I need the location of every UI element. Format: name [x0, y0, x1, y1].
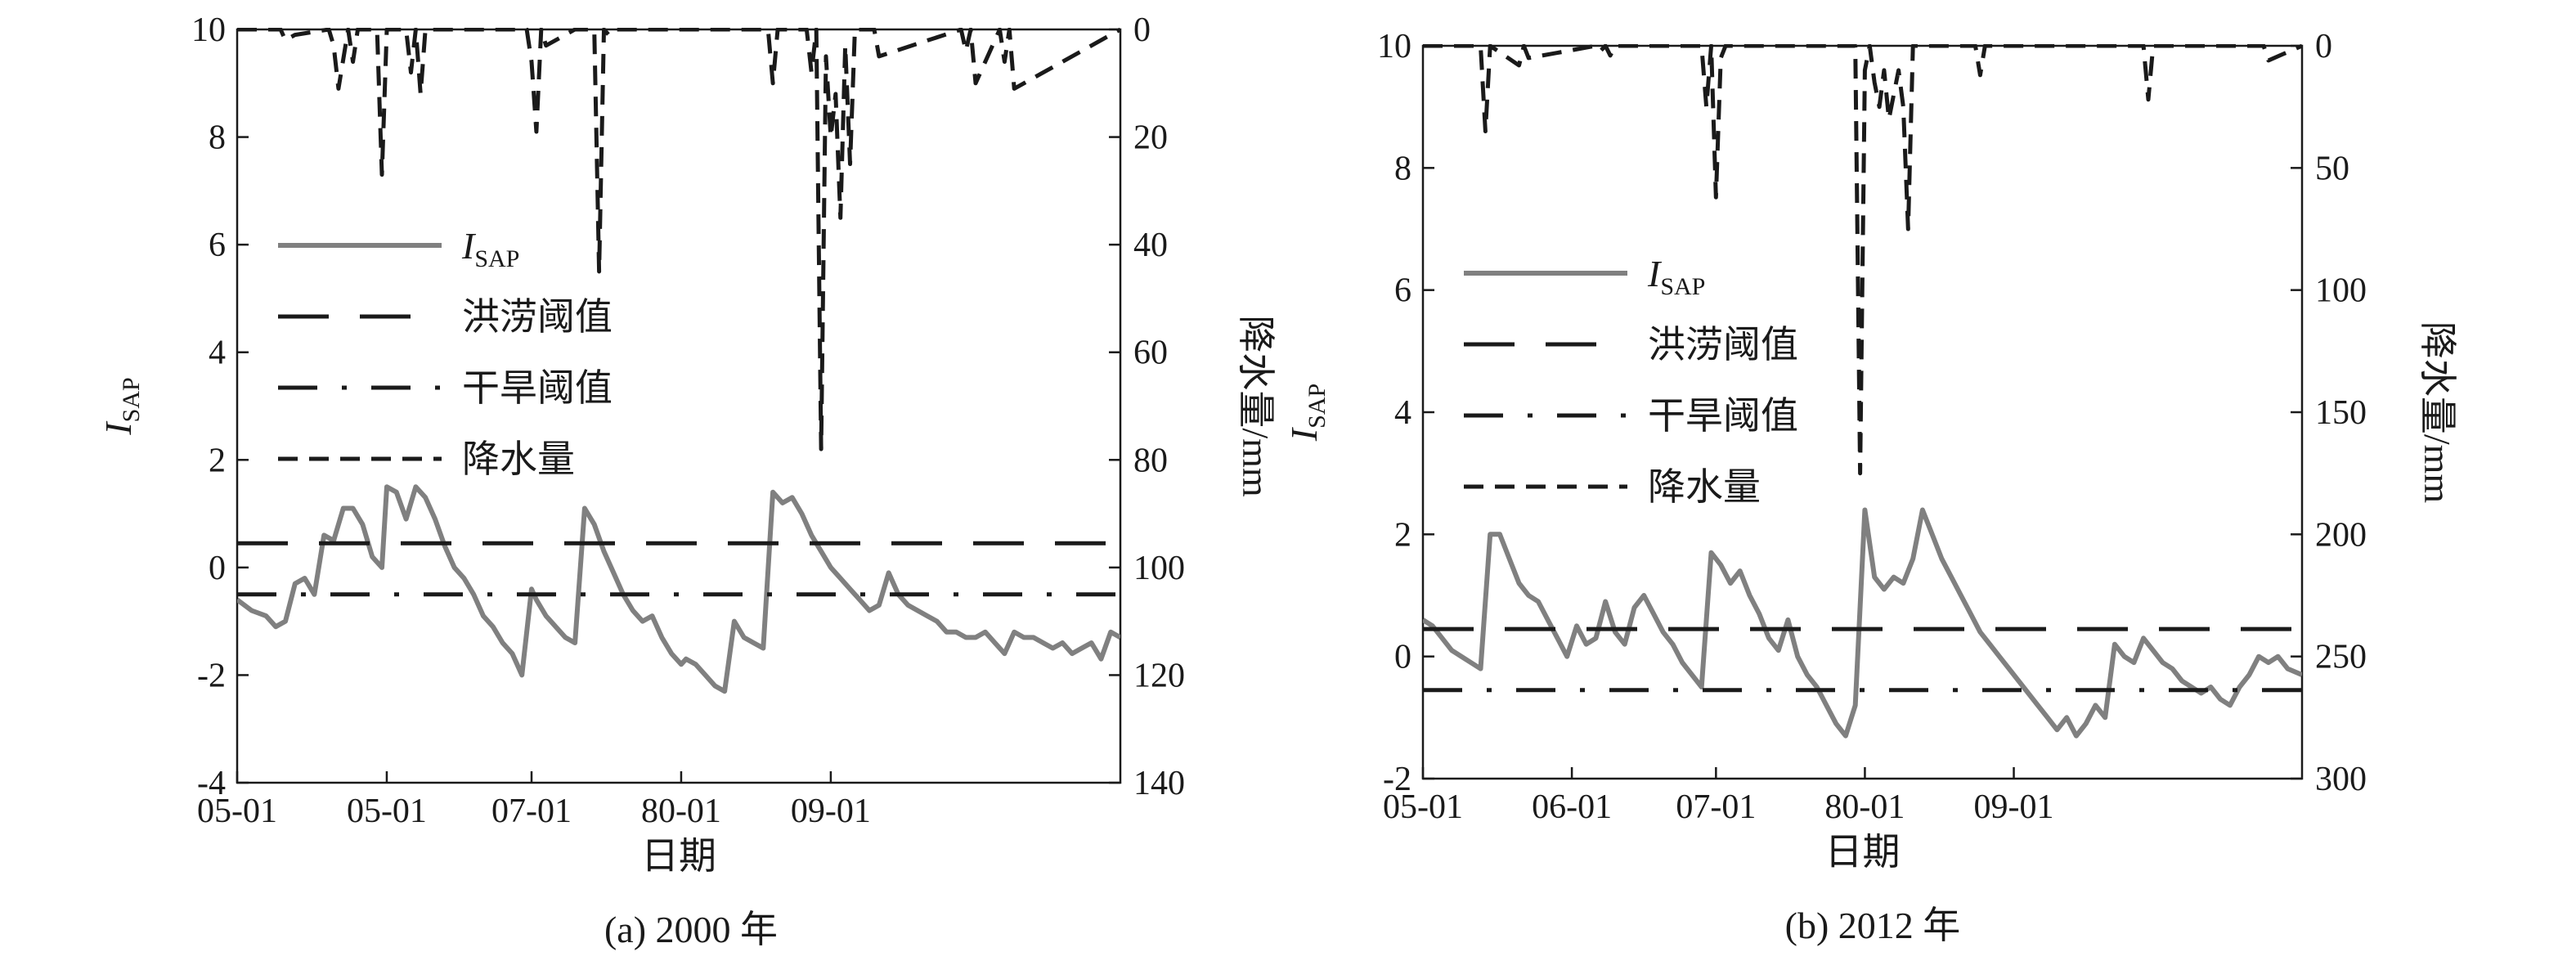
series-group — [237, 28, 1120, 694]
y2-tick-label: 0 — [1133, 11, 1151, 49]
x-tick-label: 09-01 — [791, 793, 871, 830]
legend-label-main: I — [461, 225, 477, 267]
legend-label-sub: SAP — [1660, 273, 1705, 300]
y2-tick-label: 100 — [1133, 550, 1185, 587]
y-axis-title-main: I — [1283, 426, 1325, 442]
series-group — [1423, 44, 2302, 739]
y-tick-label: 8 — [209, 119, 226, 157]
y2-axis-title: 降水量/mm — [2417, 321, 2458, 504]
y-tick-label: -2 — [1383, 761, 1411, 798]
legend-label-main: 洪涝阈值 — [462, 296, 613, 338]
legend-label: 洪涝阈值 — [1648, 324, 1798, 366]
figure-caption: (b) 2012 年 — [1785, 905, 1961, 946]
y-tick-label: 6 — [209, 227, 226, 264]
legend-label-main: 洪涝阈值 — [1648, 324, 1798, 366]
y-axis-title: ISAP — [1283, 384, 1331, 442]
x-tick-label: 05-01 — [1383, 788, 1463, 826]
plot-frame — [236, 28, 1122, 784]
y2-tick-label: 100 — [2315, 272, 2367, 310]
y-tick-label: 6 — [1394, 272, 1411, 310]
legend-label-sub: SAP — [474, 245, 519, 272]
x-tick-label: 06-01 — [1532, 788, 1612, 826]
x-tick-label: 80-01 — [641, 793, 721, 830]
y-tick-label: 0 — [1394, 639, 1411, 676]
y2-axis-title: 降水量/mm — [1235, 315, 1277, 497]
y2-tick-label: 250 — [2315, 639, 2367, 676]
y2-tick-label: 140 — [1133, 765, 1185, 802]
y2-tick-label: 60 — [1133, 335, 1168, 372]
isap-line — [237, 484, 1120, 694]
legend-label: 降水量 — [1648, 466, 1761, 508]
y-tick-label: 0 — [209, 550, 226, 587]
y-axis-title-sub: SAP — [118, 377, 145, 422]
legend-label-main: 降水量 — [462, 438, 575, 480]
legend-label: 干旱阈值 — [462, 367, 613, 409]
y2-tick-label: 80 — [1133, 442, 1168, 479]
legend-label-main: 干旱阈值 — [1648, 395, 1798, 437]
y-tick-label: 8 — [1394, 150, 1411, 187]
y-tick-label: 2 — [1394, 516, 1411, 554]
y-tick-label: -2 — [197, 657, 226, 694]
y2-tick-label: 50 — [2315, 150, 2349, 187]
y-tick-label: 2 — [209, 442, 226, 479]
y-tick-label: 4 — [209, 335, 226, 372]
legend-label-main: I — [1647, 253, 1663, 294]
legend-label: ISAP — [461, 225, 519, 272]
x-tick-label: 09-01 — [1974, 788, 2054, 826]
precipitation-line — [1423, 44, 2302, 476]
legend-label-main: 干旱阈值 — [462, 367, 613, 409]
y2-tick-label: 200 — [2315, 516, 2367, 554]
x-axis-title: 日期 — [641, 835, 716, 877]
y-tick-label: -4 — [197, 765, 226, 802]
y-tick-label: 10 — [191, 11, 226, 49]
y2-tick-label: 40 — [1133, 227, 1168, 264]
y-tick-label: 10 — [1377, 28, 1411, 65]
y2-tick-label: 120 — [1133, 657, 1185, 694]
y-axis-title-sub: SAP — [1304, 384, 1331, 429]
x-tick-label: 80-01 — [1824, 788, 1905, 826]
legend-label: 洪涝阈值 — [462, 296, 613, 338]
y2-tick-label: 20 — [1133, 119, 1168, 157]
y-axis-title-main: I — [97, 420, 139, 436]
y-axis-title: ISAP — [97, 377, 145, 435]
x-tick-label: 07-01 — [491, 793, 572, 830]
isap-line — [1423, 507, 2302, 739]
y-tick-label: 4 — [1394, 394, 1411, 432]
y2-tick-label: 150 — [2315, 394, 2367, 432]
x-tick-label: 05-01 — [197, 793, 277, 830]
legend-label: 干旱阈值 — [1648, 395, 1798, 437]
x-tick-label: 05-01 — [347, 793, 427, 830]
legend-label: ISAP — [1647, 253, 1705, 300]
precipitation-line — [237, 28, 1120, 451]
legend-label: 降水量 — [462, 438, 575, 480]
y2-tick-label: 0 — [2315, 28, 2332, 65]
y2-tick-label: 300 — [2315, 761, 2367, 798]
figure-caption: (a) 2000 年 — [604, 909, 778, 950]
legend-label-main: 降水量 — [1648, 466, 1761, 508]
x-axis-title: 日期 — [1825, 831, 1901, 873]
x-tick-label: 07-01 — [1676, 788, 1756, 826]
